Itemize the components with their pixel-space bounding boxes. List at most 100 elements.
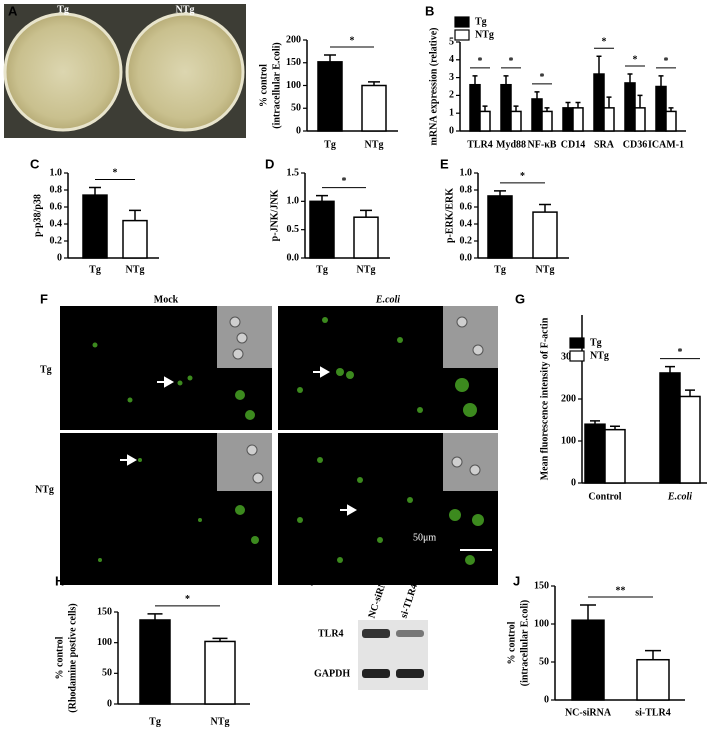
error-bar xyxy=(129,209,141,221)
significance-label: * xyxy=(113,168,118,179)
bar xyxy=(679,395,701,484)
y-tick-label: 0.5 xyxy=(287,224,300,235)
y-tick-label: 0.4 xyxy=(50,218,63,229)
error-bar xyxy=(368,81,380,86)
bar xyxy=(624,82,636,132)
y-tick-label: 2 xyxy=(449,90,454,101)
plate-tg xyxy=(3,12,123,132)
x-tick-label: NC-siRNA xyxy=(565,707,612,718)
y-tick-label: 0.8 xyxy=(460,184,473,195)
y-tick-label: 0.2 xyxy=(50,235,63,246)
band xyxy=(396,630,424,637)
bar xyxy=(82,194,108,259)
band-label: TLR4 xyxy=(318,628,344,639)
legend-swatch xyxy=(569,350,585,362)
row-label: Tg xyxy=(40,364,52,375)
inset-brightfield xyxy=(443,306,498,368)
y-axis-label: % control xyxy=(506,621,517,664)
legend-label: Tg xyxy=(475,16,487,27)
y-axis-label: p-JNK/JNK xyxy=(269,189,280,241)
significance-label: * xyxy=(540,72,545,83)
error-bar xyxy=(212,637,228,642)
y-tick-label: 150 xyxy=(286,57,301,68)
significance-label: * xyxy=(633,54,638,65)
x-tick-label: TLR4 xyxy=(467,139,493,150)
error-bar xyxy=(316,194,328,202)
legend-swatch xyxy=(454,16,470,28)
bar xyxy=(541,110,553,132)
x-tick-label: NF-κB xyxy=(528,139,557,150)
error-bar xyxy=(668,107,674,112)
x-tick-label: NTg xyxy=(536,264,555,275)
micrographs: 50μm xyxy=(60,306,498,585)
error-bar xyxy=(324,54,336,62)
column-label: Mock xyxy=(154,294,179,305)
error-bar xyxy=(482,105,488,112)
bar xyxy=(479,110,491,132)
error-bar xyxy=(565,101,571,108)
x-tick-label: NTg xyxy=(211,716,230,727)
bar xyxy=(309,200,335,259)
error-bar xyxy=(544,107,550,112)
error-bar xyxy=(360,209,372,218)
error-bar xyxy=(494,190,506,196)
error-bar xyxy=(610,425,620,430)
y-tick-label: 150 xyxy=(534,580,549,591)
legend-label: NTg xyxy=(590,350,609,361)
error-bar xyxy=(627,73,633,83)
x-tick-label: SRA xyxy=(594,139,615,150)
bar xyxy=(531,98,543,132)
plate-label: Tg xyxy=(57,4,69,15)
band-label: GAPDH xyxy=(314,668,350,679)
y-tick-label: 200 xyxy=(561,393,576,404)
inset-cells xyxy=(229,316,484,484)
panel-letter: C xyxy=(30,156,40,171)
y-axis-label: % control xyxy=(258,64,269,107)
bar xyxy=(655,85,667,132)
y-axis-label: p-ERK/ERK xyxy=(444,188,455,243)
significance-label: * xyxy=(342,176,347,187)
error-bar xyxy=(534,91,540,99)
bar xyxy=(584,423,606,484)
significance-label: * xyxy=(350,35,355,46)
panel-letter: E xyxy=(440,156,449,171)
x-tick-label: Myd88 xyxy=(496,139,526,150)
y-tick-label: 1.5 xyxy=(287,167,300,178)
bar xyxy=(665,110,677,132)
y-tick-label: 1.0 xyxy=(287,196,300,207)
y-tick-label: 100 xyxy=(97,637,112,648)
error-bar xyxy=(503,75,509,85)
y-tick-label: 50 xyxy=(291,103,301,114)
y-tick-label: 100 xyxy=(534,618,549,629)
bar xyxy=(604,428,626,484)
y-tick-label: 150 xyxy=(97,606,112,617)
error-bar xyxy=(575,101,581,108)
error-bar xyxy=(89,186,101,196)
y-tick-label: 0 xyxy=(544,694,549,705)
panel-letter: J xyxy=(513,573,520,588)
x-tick-label: Tg xyxy=(89,264,101,275)
panel-letter: D xyxy=(265,156,274,171)
y-tick-label: 0.6 xyxy=(50,201,63,212)
significance-label: * xyxy=(678,347,683,358)
panel-letter: A xyxy=(8,3,18,18)
significance-label: * xyxy=(185,594,190,605)
panel-letter: H xyxy=(55,573,64,588)
legend-label: NTg xyxy=(475,29,494,40)
plate-label: NTg xyxy=(176,4,195,15)
y-axis-label: (intracellular E.coli) xyxy=(519,600,530,686)
bar xyxy=(122,219,148,259)
bar xyxy=(469,83,481,132)
y-axis-label: mRNA expression (relative) xyxy=(428,28,439,146)
y-tick-label: 0.4 xyxy=(460,218,473,229)
y-tick-label: 0 xyxy=(296,125,301,136)
bar xyxy=(204,640,236,705)
scale-bar-label: 50μm xyxy=(413,532,436,543)
x-tick-label: NTg xyxy=(365,139,384,150)
error-bar xyxy=(606,96,612,108)
error-bar xyxy=(513,105,519,112)
x-tick-label: Tg xyxy=(149,716,161,727)
column-label: E.coli xyxy=(375,294,400,305)
y-tick-label: 200 xyxy=(286,34,301,45)
y-tick-label: 50 xyxy=(102,668,112,679)
